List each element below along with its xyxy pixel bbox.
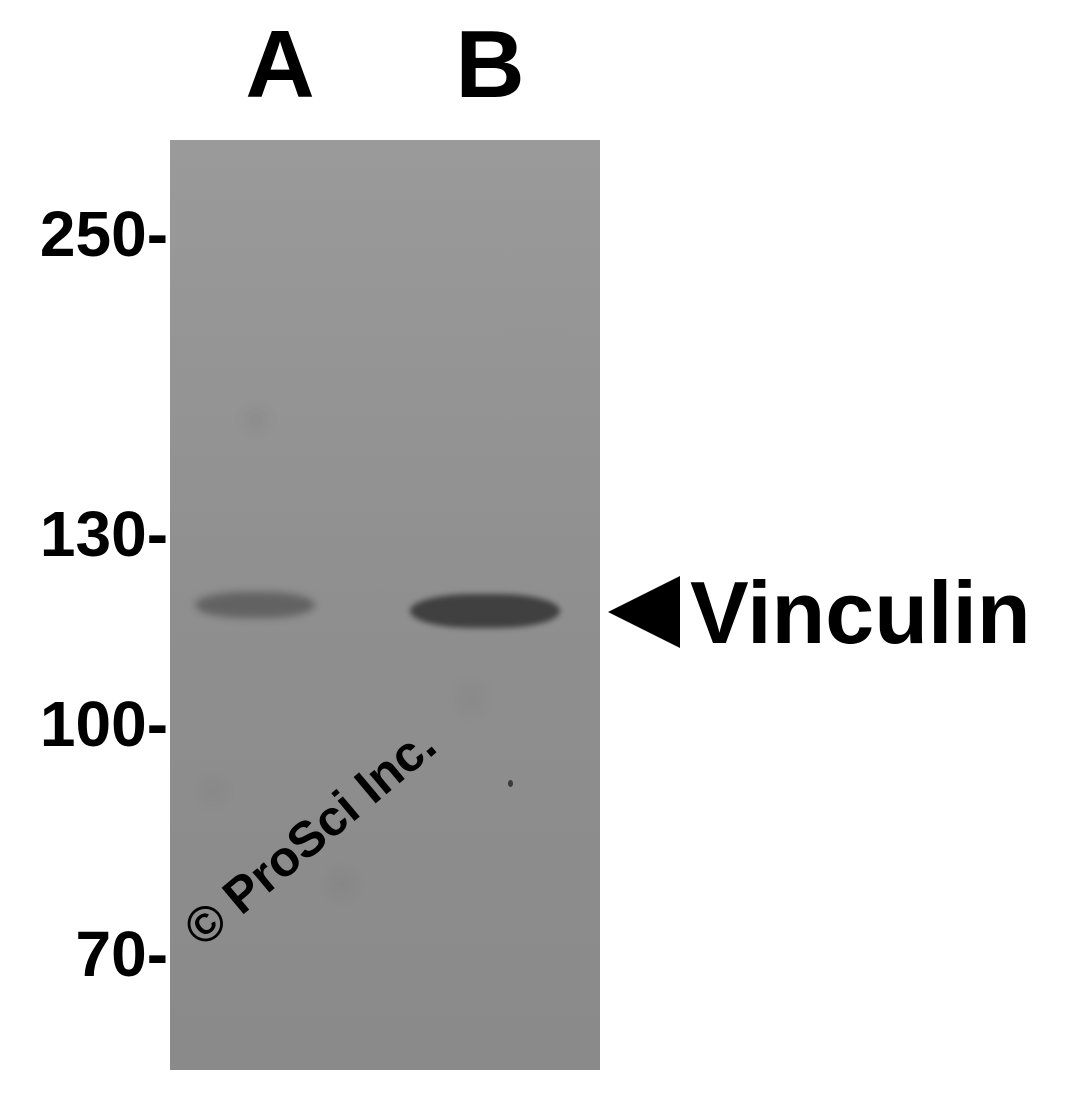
mw-marker-250: 250- — [0, 197, 168, 271]
band-lane-a — [195, 592, 315, 618]
mw-marker-100: 100- — [0, 687, 168, 761]
arrow-icon — [608, 576, 680, 648]
lane-label-a: A — [230, 10, 330, 120]
figure-root: A B 250- 130- 100- 70- Vinculin © ProSci… — [0, 0, 1080, 1101]
band-lane-b — [410, 594, 560, 628]
lane-label-b: B — [440, 10, 540, 120]
blot-speck — [508, 780, 513, 787]
protein-label: Vinculin — [690, 562, 1031, 664]
mw-marker-130: 130- — [0, 497, 168, 571]
mw-marker-70: 70- — [0, 917, 168, 991]
